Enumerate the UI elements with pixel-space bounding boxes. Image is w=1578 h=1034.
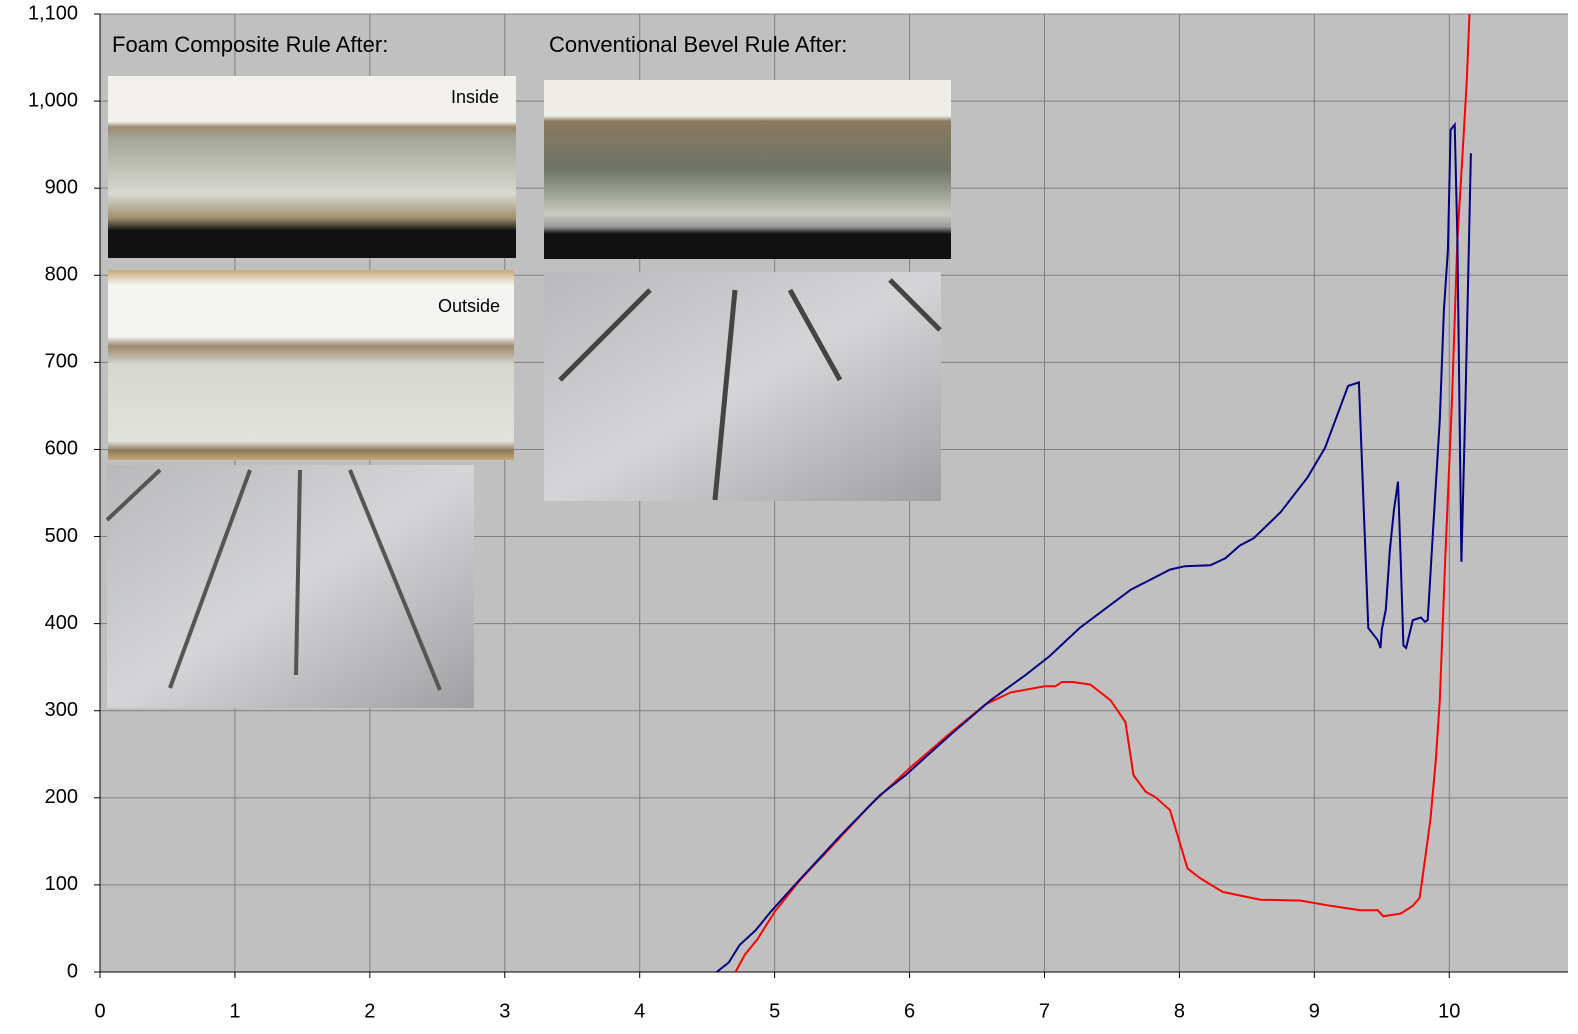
data-line: [715, 121, 1472, 973]
y-tick-label: 500: [45, 525, 78, 547]
y-tick-label: 400: [45, 612, 78, 634]
x-tick-label: 8: [1174, 1000, 1185, 1022]
annotation: Conventional Bevel Rule After:: [549, 32, 847, 57]
y-tick-label: 100: [45, 873, 78, 895]
y-tick-label: 600: [45, 438, 78, 460]
y-tick-label: 300: [45, 699, 78, 721]
y-tick-label: 700: [45, 351, 78, 373]
x-tick-label: 7: [1039, 1000, 1050, 1022]
x-tick-label: 9: [1309, 1000, 1320, 1022]
y-tick-label: 800: [45, 264, 78, 286]
x-tick-label: 3: [499, 1000, 510, 1022]
x-tick-label: 1: [229, 1000, 240, 1022]
x-tick-label: 10: [1438, 1000, 1460, 1022]
y-tick-label: 0: [67, 960, 78, 982]
photo-crease: [105, 468, 442, 691]
photo: [108, 270, 514, 460]
photo: [544, 272, 941, 501]
photo: [107, 465, 474, 708]
photo: [108, 76, 516, 258]
photo-label: Outside: [438, 296, 500, 316]
x-tick-label: 5: [769, 1000, 780, 1022]
y-tick-label: 900: [45, 176, 78, 198]
photo-label: Inside: [451, 87, 499, 107]
photos: Inside Outside: [105, 76, 951, 708]
x-tick-label: 6: [904, 1000, 915, 1022]
photo-crease: [558, 278, 942, 501]
x-tick-label: 2: [364, 1000, 375, 1022]
photo: [544, 80, 951, 259]
x-tick-label: 0: [94, 1000, 105, 1022]
x-tick-label: 4: [634, 1000, 645, 1022]
y-tick-label: 1,000: [28, 89, 78, 111]
y-tick-label: 1,100: [28, 2, 78, 24]
annotation: Foam Composite Rule After:: [112, 32, 388, 57]
y-tick-label: 200: [45, 786, 78, 808]
data-line: [734, 13, 1471, 973]
